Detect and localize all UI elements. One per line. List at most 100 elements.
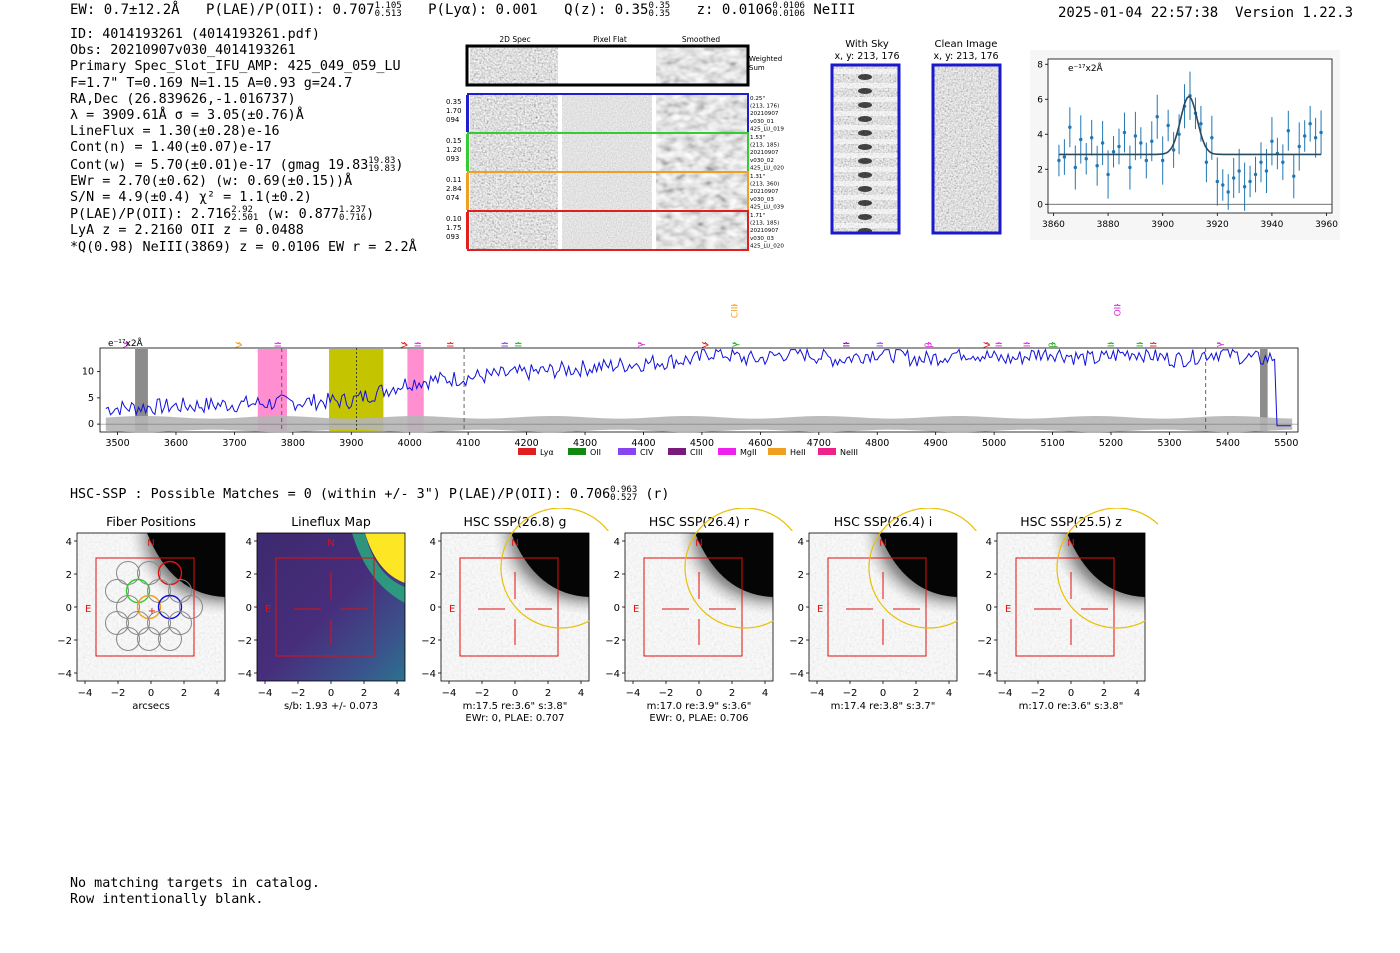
cutout-row-marker <box>466 173 469 210</box>
hsc-x-tick-label: −2 <box>291 688 306 699</box>
hsc-x-tick-label: 0 <box>148 688 154 699</box>
clean-title: Clean Image <box>935 39 998 50</box>
legend-label: HeII <box>790 448 806 457</box>
fiber-circle <box>137 627 161 651</box>
legend-swatch <box>718 448 736 455</box>
fit-data-point <box>1150 139 1154 143</box>
spectral-line-tick <box>732 303 737 307</box>
hsc-x-tick-label: 4 <box>762 688 768 699</box>
cutout-row-fiber: 074 <box>446 194 460 202</box>
hsc-y-tick-label: −4 <box>57 669 72 680</box>
fit-data-point <box>1079 137 1083 142</box>
cutout-row-meta: 425_LU_019 <box>750 126 784 132</box>
cutout-row-meta: 425_LU_020 <box>750 165 784 171</box>
sky-source-spot <box>858 116 872 122</box>
hsc-y-tick-label: 0 <box>246 603 252 614</box>
spectral-line-tick <box>637 341 643 345</box>
bright-source-core <box>1067 533 1145 597</box>
fit-data-point <box>1089 136 1094 140</box>
spectral-line-tick <box>844 341 849 345</box>
spectral-line-tick <box>1115 303 1120 307</box>
with-sky-image <box>830 63 901 235</box>
spectrum-x-tick-label: 4900 <box>924 438 948 449</box>
header-timestamp: 2025-01-04 22:57:38 Version 1.22.3 <box>1058 5 1353 21</box>
sky-line-band <box>832 181 899 186</box>
compass-north: N <box>695 538 702 549</box>
catalog-line-2: Row intentionally blank. <box>70 892 264 907</box>
spectrum-y-tick-label: 0 <box>88 419 94 430</box>
clean-coords: x, y: 213, 176 <box>933 51 998 62</box>
hsc-x-tick-label: 4 <box>578 688 584 699</box>
hsc-x-tick-label: 0 <box>880 688 886 699</box>
hsc-panel-title: HSC SSP(26.8) g <box>464 514 567 529</box>
header-version: Version 1.22.3 <box>1235 5 1354 21</box>
fit-data-point <box>1297 144 1301 149</box>
compass-north: N <box>327 538 334 549</box>
col-smooth-label: Smoothed <box>682 35 721 44</box>
hsc-panel: Lineflux Map N E −4 −4 −2 −2 0 0 2 2 4 4 s/b: 1.93 +/… <box>237 514 406 712</box>
info-ewr: EWr = 2.70(±0.62) (w: 0.69(±0.15))Å <box>70 173 353 189</box>
info-q: *Q(0.98) NeIII(3869) z = 0.0106 EW r = 2… <box>70 239 417 255</box>
fit-data-point <box>1057 158 1061 163</box>
spectral-line-tick <box>516 341 521 345</box>
spectral-line-tick <box>1216 341 1222 345</box>
info-contw: Cont(w) = 5.70(±0.01)e-17 (gmag 19.8319.… <box>70 155 404 174</box>
fit-x-tick-label: 3900 <box>1151 220 1174 230</box>
cutout-row-value: 1.20 <box>446 146 462 154</box>
fit-data-point <box>1237 169 1241 173</box>
sky-source-spot <box>858 102 872 108</box>
line-fit-plot: e⁻¹⁷x2Å 3860 3880 3900 3920 3940 3960 0 2 4 6 8 <box>1030 50 1340 240</box>
cutout-flat-image <box>562 173 652 210</box>
compass-north: N <box>1067 538 1074 549</box>
fit-data-point <box>1111 150 1116 154</box>
spectrum-x-tick-label: 4400 <box>631 438 655 449</box>
info-primary: Primary Spec_Slot_IFU_AMP: 425_049_059_L… <box>70 59 401 75</box>
info-plae: P(LAE)/P(OII): 2.7162.92 2.501 (w: 0.8771… <box>70 205 375 224</box>
fit-data-point <box>1215 179 1220 184</box>
cutout-2d-image <box>470 95 558 132</box>
fit-data-point <box>1122 130 1127 135</box>
cutout-row-fiber: 094 <box>446 116 460 124</box>
cutout-panel: 2D Spec Pixel Flat Smoothed Weighted Sum… <box>446 35 784 251</box>
hsc-y-tick-label: −2 <box>57 636 72 647</box>
lineflux-peak <box>365 533 405 583</box>
compass-north: N <box>147 538 154 549</box>
fit-data-point <box>1210 136 1214 140</box>
spectrum-x-tick-label: 3600 <box>164 438 188 449</box>
fit-x-tick-label: 3920 <box>1206 220 1229 230</box>
cutout-2d-image <box>470 173 558 210</box>
clean-image <box>931 63 1002 235</box>
legend-label: NeIII <box>840 448 858 457</box>
info-radec: RA,Dec (26.839626,-1.016737) <box>70 91 296 107</box>
hsc-y-tick-label: 4 <box>430 537 436 548</box>
sky-source-spot <box>858 74 872 80</box>
cutout-gap <box>652 173 656 210</box>
cutout-flat-image <box>562 212 652 249</box>
sky-line-band <box>832 69 899 74</box>
lineflux-gradient <box>352 533 405 603</box>
fit-y-tick-label: 8 <box>1037 60 1043 70</box>
fit-x-tick-label: 3960 <box>1315 220 1338 230</box>
weighted-sum-label: Weighted <box>749 55 782 63</box>
spectrum-x-tick-label: 5100 <box>1040 438 1064 449</box>
cutout-row-meta: 425_LU_020 <box>750 243 784 249</box>
hsc-panels: Fiber Positions + N E −4 −4 −2 −2 0 0 2 2 4 4 arcsecs L… <box>57 508 1158 723</box>
fit-model-curve <box>1058 95 1322 156</box>
hsc-y-tick-label: 0 <box>798 603 804 614</box>
info-contn: Cont(n) = 1.40(±0.07)e-17 <box>70 140 272 156</box>
header-plya: P(Lyα): 0.001 <box>428 2 538 18</box>
hsc-panel-plae: EWr: 0, PLAE: 0.707 <box>465 713 564 723</box>
fit-data-point <box>1166 123 1170 128</box>
hsc-x-tick-label: 2 <box>181 688 187 699</box>
sky-line-band <box>832 209 899 214</box>
cutout-row-meta: 0.25" <box>750 96 765 102</box>
fit-data-point <box>1073 165 1078 170</box>
fit-data-point <box>1204 160 1209 164</box>
hsc-x-tick-label: −2 <box>475 688 490 699</box>
sky-line-band <box>832 167 899 172</box>
sky-line-band <box>832 125 899 130</box>
col-flat-label: Pixel Flat <box>593 35 627 44</box>
sky-line-band <box>832 139 899 144</box>
